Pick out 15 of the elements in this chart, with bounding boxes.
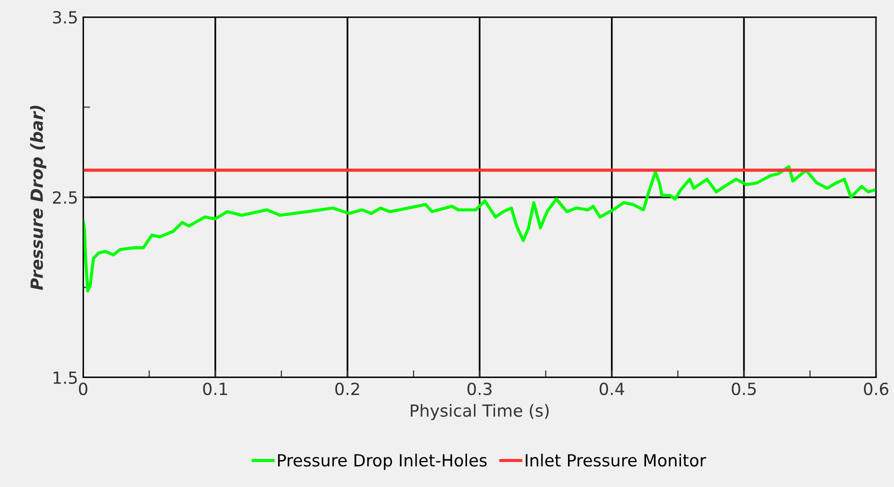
y-axis-title: Pressure Drop (bar): [30, 106, 46, 290]
legend-label: Pressure Drop Inlet-Holes: [278, 454, 487, 470]
x-axis-title: Physical Time (s): [410, 404, 549, 420]
x-tick-label: 0.2: [335, 382, 360, 396]
x-tick-label: 0.4: [600, 382, 624, 396]
line-series: [83, 165, 876, 292]
legend-label: Inlet Pressure Monitor: [526, 454, 706, 467]
x-tick-label: 0.3: [467, 382, 492, 396]
y-tick-label: 1.5: [54, 372, 77, 384]
x-tick-label: 0.6: [864, 382, 888, 396]
x-tick-label: 0.5: [732, 382, 756, 396]
y-tick-label: 2.5: [52, 191, 77, 204]
y-tick-label: 3.5: [53, 11, 77, 24]
x-tick-label: 0: [78, 382, 88, 396]
x-tick-label: 0.1: [203, 382, 228, 396]
